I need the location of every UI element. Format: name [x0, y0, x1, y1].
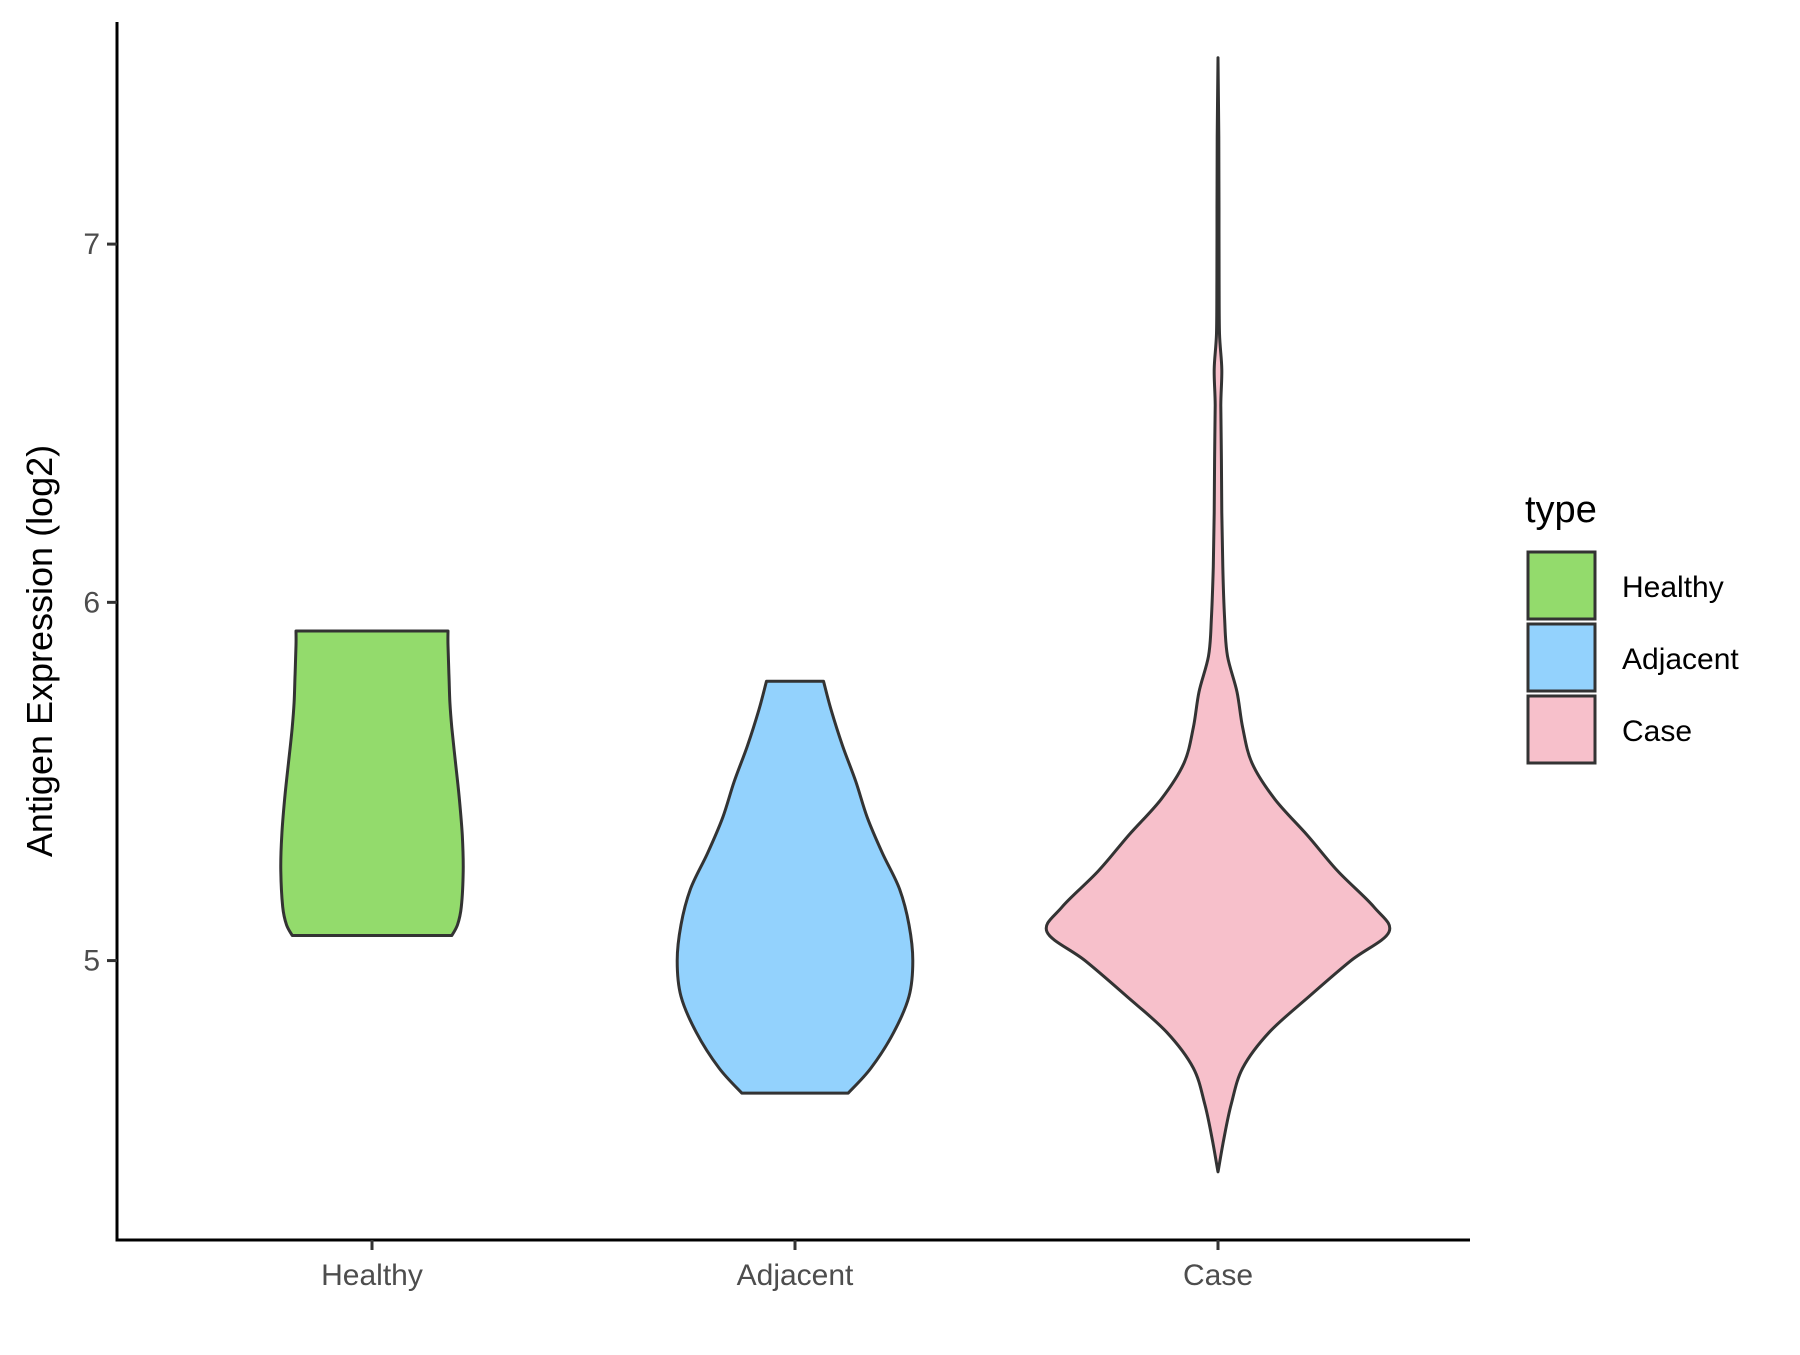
legend-label-healthy: Healthy	[1622, 571, 1724, 604]
legend-swatch-healthy	[1526, 550, 1597, 621]
legend-swatch-case	[1526, 694, 1597, 765]
legend-entries: Healthy Adjacent Case	[1526, 550, 1739, 765]
legend-label-adjacent: Adjacent	[1622, 643, 1739, 676]
x-tick-label: Adjacent	[737, 1259, 854, 1292]
violin-case	[1044, 56, 1392, 1174]
legend-swatch-adjacent	[1526, 622, 1597, 693]
legend: type Healthy Adjacent Case	[1525, 489, 1739, 765]
legend-label-case: Case	[1622, 715, 1692, 748]
legend-title: type	[1525, 489, 1597, 531]
x-tick-label: Case	[1183, 1259, 1253, 1292]
y-axis-title: Antigen Expression (log2)	[19, 445, 60, 857]
y-tick-label: 6	[83, 586, 100, 619]
axes-layer: 5 6 7 Healthy Adjacent Case Antigen Expressi…	[19, 22, 1470, 1292]
violin-adjacent	[675, 679, 915, 1095]
violins-layer	[279, 56, 1392, 1174]
y-tick-label: 5	[83, 945, 100, 978]
x-tick-label: Healthy	[321, 1259, 423, 1292]
violin-healthy	[279, 629, 465, 937]
x-axis-ticks: Healthy Adjacent Case	[321, 1240, 1253, 1292]
y-axis-ticks: 5 6 7	[83, 228, 117, 978]
y-tick-label: 7	[83, 228, 100, 261]
